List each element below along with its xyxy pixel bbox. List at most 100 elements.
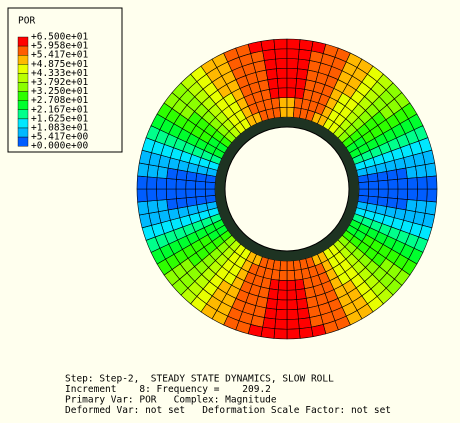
- mesh-cell: [274, 318, 288, 330]
- mesh-cell: [294, 278, 305, 291]
- legend-swatch: [17, 100, 29, 110]
- info-line: Increment 8: Frequency = 209.2: [65, 384, 271, 395]
- mesh-cell: [276, 299, 288, 311]
- info-line: Primary Var: POR Complex: Magnitude: [65, 395, 277, 406]
- legend-swatch: [17, 82, 29, 92]
- mesh-cell: [272, 107, 282, 119]
- mesh-cell: [358, 188, 370, 197]
- mesh-cell: [137, 162, 150, 178]
- mesh-cell: [376, 171, 389, 182]
- mesh-cell: [136, 175, 148, 190]
- legend-swatch: [17, 127, 29, 138]
- mesh-cell: [424, 162, 437, 178]
- mesh-cell: [286, 106, 295, 118]
- mesh-cell: [286, 270, 296, 281]
- mesh-cell: [397, 178, 409, 190]
- mesh-cell: [286, 279, 297, 291]
- mesh-cell: [357, 174, 369, 184]
- info-line: Step: Step-2, STEADY STATE DYNAMICS, SLO…: [65, 374, 334, 385]
- legend-label: +4.333e+01: [31, 68, 88, 79]
- mesh-cell: [298, 317, 312, 330]
- legend-label: +2.167e+01: [31, 104, 88, 115]
- mesh-cell: [185, 179, 197, 190]
- legend-label: +3.792e+01: [31, 77, 88, 88]
- mesh-cell: [292, 259, 302, 271]
- mesh-cell: [387, 179, 399, 190]
- mesh-cell: [276, 67, 288, 79]
- mesh-cell: [185, 196, 198, 207]
- mesh-cell: [277, 87, 288, 99]
- mesh-cell: [278, 97, 288, 108]
- mesh-cell: [286, 58, 299, 70]
- mesh-cell: [395, 167, 408, 180]
- mesh-cell: [415, 200, 428, 214]
- mesh-cell: [298, 48, 312, 61]
- mesh-cell: [267, 78, 279, 90]
- contour-ring: [136, 38, 438, 340]
- legend-label: +5.958e+01: [31, 41, 88, 52]
- mesh-cell: [263, 58, 277, 71]
- mesh-cell: [286, 318, 300, 330]
- mesh-cell: [416, 176, 428, 190]
- legend-swatch: [17, 55, 29, 65]
- mesh-cell: [424, 200, 437, 216]
- mesh-cell: [277, 289, 288, 301]
- mesh-cell: [286, 38, 301, 50]
- mesh-cell: [377, 179, 389, 190]
- mesh-cell: [270, 97, 281, 109]
- mesh-cell: [165, 188, 177, 200]
- mesh-cell: [204, 188, 216, 197]
- mesh-cell: [277, 77, 288, 89]
- mesh-cell: [286, 87, 297, 99]
- mesh-cell: [273, 328, 288, 340]
- mesh-cell: [156, 199, 169, 213]
- mesh-cell: [262, 48, 276, 61]
- mesh-cell: [358, 181, 370, 190]
- legend: +6.500e+01+5.958e+01+5.417e+01+4.875e+01…: [17, 32, 88, 152]
- mesh-cell: [273, 38, 288, 50]
- legend-label: +4.875e+01: [31, 59, 88, 70]
- mesh-cell: [367, 172, 379, 183]
- mesh-cell: [204, 181, 216, 190]
- mesh-cell: [146, 188, 158, 202]
- mesh-cell: [274, 48, 288, 60]
- legend-title: POR: [18, 16, 35, 27]
- legend-label: +0.000e+00: [31, 141, 88, 152]
- mesh-cell: [286, 48, 300, 60]
- legend-label: +1.625e+01: [31, 113, 88, 124]
- mesh-cell: [298, 326, 314, 339]
- mesh-cell: [136, 188, 148, 203]
- mesh-cell: [146, 200, 159, 214]
- mesh-cell: [406, 188, 418, 201]
- mesh-cell: [176, 197, 188, 209]
- mesh-cell: [415, 164, 428, 178]
- legend-label: +5.417e+01: [31, 50, 88, 61]
- mesh-cell: [286, 97, 296, 108]
- mesh-cell: [295, 288, 307, 300]
- mesh-cell: [269, 87, 280, 100]
- mesh-cell: [277, 279, 288, 291]
- mesh-cell: [156, 188, 168, 201]
- mesh-cell: [275, 58, 288, 70]
- mesh-cell: [146, 176, 158, 190]
- mesh-cell: [275, 308, 288, 320]
- mesh-cell: [387, 188, 399, 199]
- mesh-cell: [156, 177, 168, 190]
- mesh-cell: [397, 188, 409, 200]
- mesh-cell: [293, 269, 304, 281]
- mesh-cell: [262, 317, 276, 330]
- inner-edge: [224, 126, 350, 252]
- mesh-cell: [296, 297, 309, 310]
- legend-swatch: [17, 91, 29, 101]
- mesh-cell: [279, 260, 288, 272]
- mesh-cell: [286, 289, 297, 301]
- mesh-cell: [175, 179, 187, 190]
- mesh-cell: [286, 299, 298, 311]
- legend-label: +6.500e+01: [31, 32, 88, 43]
- legend-swatch: [17, 136, 29, 147]
- mesh-cell: [205, 194, 217, 204]
- legend-swatch: [17, 45, 29, 56]
- mesh-cell: [368, 188, 379, 198]
- mesh-cell: [386, 169, 398, 181]
